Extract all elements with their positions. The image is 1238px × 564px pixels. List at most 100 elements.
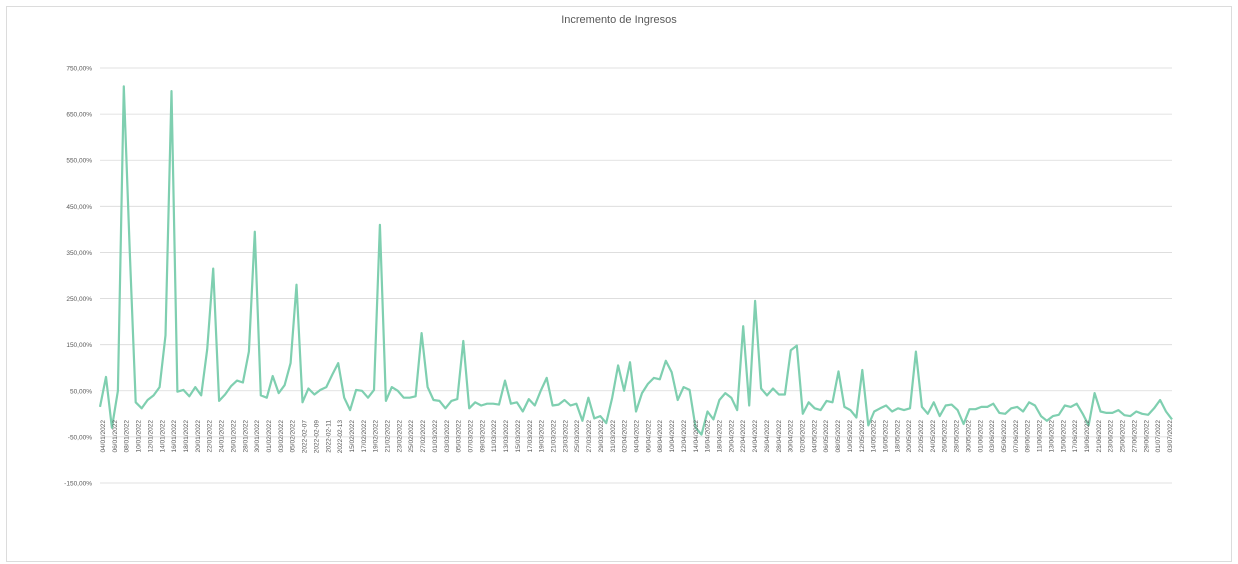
x-tick-label: 11/03/2022 (491, 420, 498, 452)
x-tick-label: 11/06/2022 (1037, 420, 1044, 452)
x-tick-label: 23/03/2022 (562, 420, 569, 453)
x-tick-label: 30/01/2022 (254, 420, 261, 453)
x-tick-label: 09/06/2022 (1025, 420, 1032, 453)
x-tick-label: 14/01/2022 (159, 420, 166, 453)
x-tick-label: 2022-02-09 (313, 420, 320, 454)
x-tick-label: 19/06/2022 (1084, 420, 1091, 453)
x-tick-label: 18/05/2022 (894, 420, 901, 453)
chart-title: Incremento de Ingresos (561, 14, 677, 26)
x-tick-label: 01/02/2022 (266, 420, 273, 453)
y-tick-label: 650,00% (66, 112, 92, 119)
x-tick-label: 03/03/2022 (444, 420, 451, 453)
x-tick-label: 21/06/2022 (1096, 420, 1103, 453)
x-tick-label: 02/05/2022 (800, 420, 807, 453)
x-tick-label: 28/01/2022 (242, 420, 249, 453)
x-tick-label: 25/06/2022 (1120, 420, 1127, 453)
x-tick-label: 27/03/2022 (586, 420, 593, 453)
x-tick-label: 16/04/2022 (705, 420, 712, 453)
x-tick-label: 12/04/2022 (681, 420, 688, 453)
y-tick-label: 550,00% (66, 158, 92, 165)
x-tick-label: 03/06/2022 (989, 420, 996, 453)
x-tick-label: 04/05/2022 (811, 420, 818, 453)
x-tick-label: 01/07/2022 (1155, 420, 1162, 453)
x-tick-label: 07/06/2022 (1013, 420, 1020, 453)
x-tick-label: 17/02/2022 (361, 420, 368, 453)
x-tick-label: 21/02/2022 (385, 420, 392, 453)
x-tick-label: 03/02/2022 (278, 420, 285, 453)
x-tick-label: 14/05/2022 (871, 420, 878, 453)
x-tick-label: 2022-02-13 (337, 420, 344, 454)
x-tick-label: 12/01/2022 (147, 420, 154, 453)
x-tick-label: 20/01/2022 (195, 420, 202, 453)
x-tick-label: 26/01/2022 (230, 420, 237, 453)
x-tick-label: 25/02/2022 (408, 420, 415, 453)
y-tick-label: 750,00% (66, 66, 92, 73)
x-tick-label: 27/06/2022 (1131, 420, 1138, 453)
x-tick-label: 04/01/2022 (100, 420, 107, 453)
x-tick-label: 30/04/2022 (788, 420, 795, 453)
x-tick-label: 06/01/2022 (112, 420, 119, 453)
x-tick-label: 31/03/2022 (610, 420, 617, 453)
x-tick-label: 25/03/2022 (574, 420, 581, 453)
x-tick-label: 05/03/2022 (456, 420, 463, 453)
x-tick-label: 10/01/2022 (136, 420, 143, 453)
y-tick-label: -50,00% (68, 434, 92, 441)
x-tick-label: 08/05/2022 (835, 420, 842, 453)
x-tick-label: 08/01/2022 (124, 420, 131, 453)
x-tick-label: 28/05/2022 (954, 420, 961, 453)
x-tick-label: 06/05/2022 (823, 420, 830, 453)
series-layer (98, 85, 1173, 436)
x-tick-label: 15/06/2022 (1060, 420, 1067, 453)
x-tick-label: 17/03/2022 (527, 420, 534, 453)
x-tick-label: 06/04/2022 (645, 420, 652, 453)
x-tick-label: 01/03/2022 (432, 420, 439, 453)
x-tick-label: 19/02/2022 (373, 420, 380, 453)
x-tick-label: 26/04/2022 (764, 420, 771, 453)
x-tick-label: 2022-02-11 (325, 420, 332, 453)
x-tick-label: 02/04/2022 (622, 420, 629, 453)
x-tick-label: 16/01/2022 (171, 420, 178, 453)
x-tick-label: 2022-02-07 (302, 420, 309, 454)
x-tick-label: 22/01/2022 (207, 420, 214, 453)
x-tick-label: 24/01/2022 (219, 420, 226, 453)
x-tick-label: 10/04/2022 (669, 420, 676, 453)
x-tick-label: 27/02/2022 (420, 420, 427, 453)
x-tick-label: 13/06/2022 (1048, 420, 1055, 453)
x-tick-label: 30/05/2022 (966, 420, 973, 453)
x-axis-ticks: 04/01/2022 06/01/2022 08/01/2022 10/01/2022… (100, 420, 1174, 454)
x-tick-label: 05/06/2022 (1001, 420, 1008, 453)
y-tick-label: 450,00% (66, 204, 92, 211)
x-tick-label: 16/05/2022 (883, 420, 890, 453)
x-tick-label: 13/03/2022 (503, 420, 510, 453)
x-tick-label: 15/02/2022 (349, 420, 356, 453)
y-tick-label: 150,00% (66, 342, 92, 349)
x-tick-label: 29/06/2022 (1143, 420, 1150, 453)
x-tick-label: 14/04/2022 (693, 420, 700, 453)
x-tick-label: 09/03/2022 (479, 420, 486, 453)
y-tick-label: 350,00% (66, 250, 92, 257)
x-tick-label: 24/04/2022 (752, 420, 759, 453)
x-tick-label: 22/05/2022 (918, 420, 925, 453)
x-tick-label: 19/03/2022 (539, 420, 546, 453)
y-tick-label: 250,00% (66, 296, 92, 303)
chart-frame (6, 6, 1232, 562)
x-tick-label: 26/05/2022 (942, 420, 949, 453)
y-tick-label: -150,00% (64, 481, 92, 488)
x-tick-label: 15/03/2022 (515, 420, 522, 453)
y-tick-label: 50,00% (70, 388, 92, 395)
x-tick-label: 24/05/2022 (930, 420, 937, 453)
x-tick-label: 07/03/2022 (468, 420, 475, 453)
y-axis-ticks: 750,00% 650,00% 550,00% 450,00% 350,00% 250,0… (64, 66, 92, 488)
x-tick-label: 22/04/2022 (740, 420, 747, 453)
series-line (98, 85, 1173, 436)
x-tick-label: 21/03/2022 (551, 420, 558, 453)
x-tick-label: 28/04/2022 (776, 420, 783, 453)
x-tick-label: 05/02/2022 (290, 420, 297, 453)
x-tick-label: 23/06/2022 (1108, 420, 1115, 453)
x-tick-label: 18/04/2022 (717, 420, 724, 453)
x-tick-label: 23/02/2022 (396, 420, 403, 453)
x-tick-label: 08/04/2022 (657, 420, 664, 453)
x-tick-label: 12/05/2022 (859, 420, 866, 453)
x-tick-label: 18/01/2022 (183, 420, 190, 453)
